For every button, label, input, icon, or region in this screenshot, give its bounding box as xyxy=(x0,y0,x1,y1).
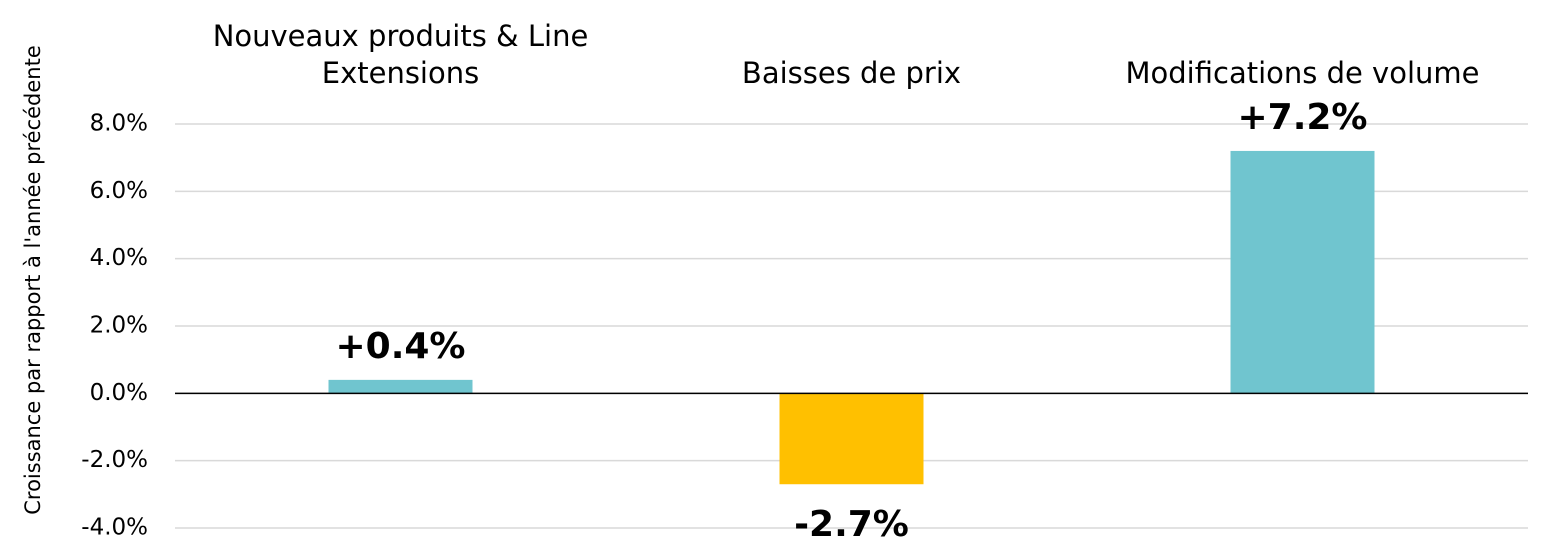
data-label: -2.7% xyxy=(794,504,909,544)
y-tick-label: 6.0% xyxy=(90,178,148,204)
y-tick-label: -4.0% xyxy=(81,515,148,541)
bar xyxy=(779,393,924,485)
x-tick-label: Nouveaux produits & Line Extensions xyxy=(212,19,589,90)
y-tick-label: -2.0% xyxy=(81,447,148,473)
y-tick-label: 0.0% xyxy=(90,380,148,406)
x-tick-label: Baisses de prix xyxy=(741,56,962,90)
x-tick-label: Modifications de volume xyxy=(1125,56,1480,90)
data-label: +0.4% xyxy=(335,326,465,367)
data-label: +7.2% xyxy=(1237,97,1367,138)
y-axis-label: Croissance par rapport à l'année précéde… xyxy=(21,45,45,515)
y-tick-label: 2.0% xyxy=(90,313,148,339)
y-tick-label: 4.0% xyxy=(90,245,148,271)
y-tick-label: 8.0% xyxy=(90,111,148,137)
bar xyxy=(1230,150,1375,394)
bar xyxy=(328,379,473,394)
